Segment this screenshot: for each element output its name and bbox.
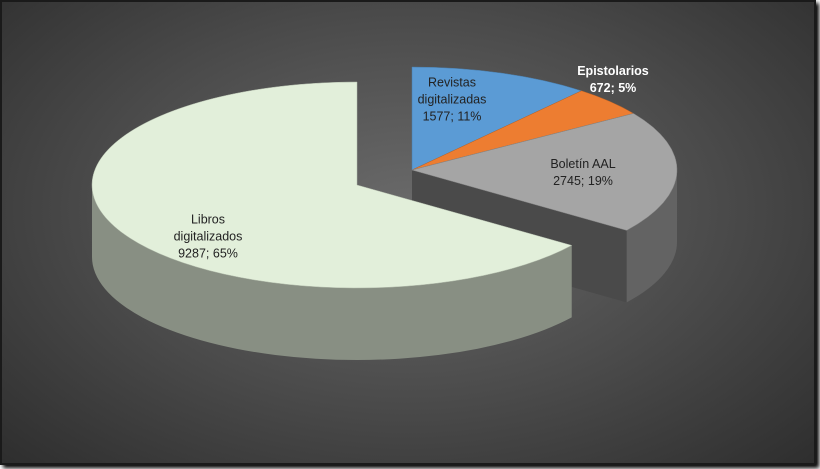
value-label: 9287; 65% — [178, 246, 238, 261]
data-label: Libros digitalizados 9287; 65% — [163, 212, 253, 263]
slice-side — [626, 170, 677, 303]
category-label: Boletín AAL — [550, 157, 616, 171]
data-label: Revistas digitalizadas 1577; 11% — [407, 75, 497, 126]
category-label: Revistas digitalizadas — [417, 75, 487, 107]
value-label: 1577; 11% — [422, 109, 482, 124]
slice-side — [92, 185, 572, 360]
slice — [91, 81, 573, 289]
category-label: Libros digitalizados — [173, 212, 243, 244]
category-label: Epistolarios — [577, 64, 649, 78]
value-label: 2745; 19% — [553, 174, 613, 188]
value-label: 672; 5% — [589, 81, 637, 95]
data-label: Boletín AAL 2745; 19% — [538, 156, 628, 190]
data-label: Epistolarios 672; 5% — [568, 63, 658, 97]
slice — [411, 113, 678, 231]
slice — [411, 66, 583, 171]
